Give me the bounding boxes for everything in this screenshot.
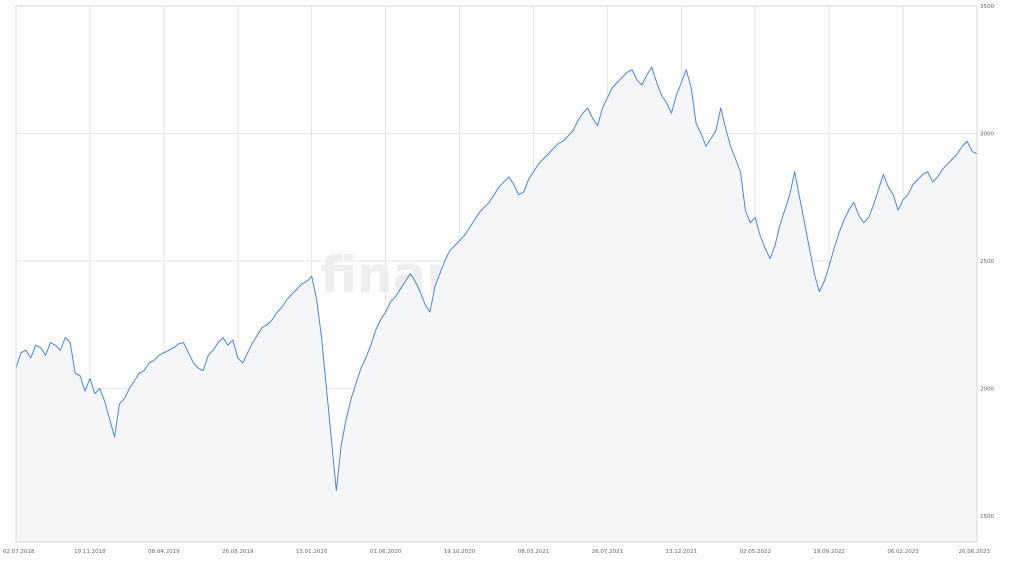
plot-frame (15, 5, 978, 543)
x-tick-label: 19.10.2020 (444, 549, 476, 555)
y-axis: 1500 2000 2500 3000 3500 (980, 4, 994, 520)
x-tick-label: 19.09.2022 (813, 549, 845, 555)
x-tick-label: 19.11.2018 (74, 549, 106, 555)
x-tick-label: 26.07.2021 (592, 549, 624, 555)
x-tick-label: 01.06.2020 (370, 549, 402, 555)
x-tick-label: 02.07.2018 (3, 549, 35, 555)
series-line (15, 66, 978, 491)
x-tick-label: 02.05.2022 (739, 549, 771, 555)
y-tick-label: 2000 (980, 387, 994, 393)
x-axis: 02.07.2018 19.11.2018 08.04.2019 26.08.2019… (3, 549, 990, 555)
x-tick-label: 08.04.2019 (148, 549, 180, 555)
y-tick-label: 3500 (980, 4, 994, 10)
x-tick-label: 26.08.2019 (222, 549, 254, 555)
y-tick-label: 2500 (980, 259, 994, 265)
x-tick-label: 06.02.2023 (887, 549, 919, 555)
x-tick-label: 13.01.2020 (296, 549, 328, 555)
x-tick-label: 13.12.2021 (666, 549, 698, 555)
x-tick-label: 26.06.2023 (959, 549, 991, 555)
series-area (16, 67, 977, 542)
y-tick-label: 3000 (980, 132, 994, 138)
x-tick-label: 08.03.2021 (518, 549, 550, 555)
y-tick-label: 1500 (980, 514, 994, 520)
